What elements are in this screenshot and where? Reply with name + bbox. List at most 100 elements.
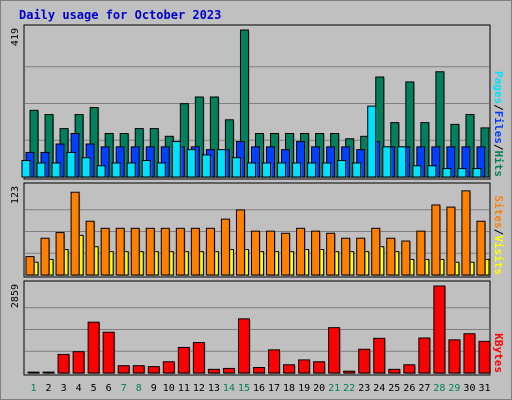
bar-pages-day-17	[262, 162, 272, 178]
x-tick-label: 9	[151, 383, 157, 394]
x-tick-label: 11	[178, 383, 190, 394]
bar-pages-day-31	[472, 168, 482, 178]
bar-sites-day-24	[371, 227, 381, 276]
bar-sites-day-21	[326, 232, 336, 276]
bar-sites-day-18	[281, 232, 291, 276]
legend-item-sites: Sites	[492, 196, 505, 229]
x-tick-label: 5	[91, 383, 97, 394]
x-tick-label: 23	[358, 383, 370, 394]
bar-pages-day-27	[412, 165, 422, 178]
bar-kbytes-day-13	[207, 368, 220, 374]
bar-kbytes-day-25	[388, 368, 401, 374]
x-tick-label: 13	[208, 383, 220, 394]
bar-kbytes-day-23	[358, 348, 371, 374]
bar-kbytes-day-31	[478, 340, 491, 374]
x-tick-label: 28	[433, 383, 445, 394]
bar-sites-day-17	[266, 230, 276, 276]
legend-separator: /	[492, 144, 505, 151]
bar-kbytes-day-24	[373, 337, 386, 374]
bar-kbytes-day-6	[102, 331, 115, 374]
bar-kbytes-day-7	[117, 365, 130, 374]
x-tick-label: 20	[313, 383, 325, 394]
bar-sites-day-16	[250, 230, 260, 276]
bar-pages-day-19	[292, 162, 302, 178]
bar-pages-day-30	[457, 168, 467, 178]
y-max-label: 123	[10, 186, 21, 204]
bar-kbytes-day-17	[268, 349, 281, 374]
bar-pages-day-14	[216, 149, 226, 178]
bar-pages-day-4	[66, 151, 76, 178]
x-tick-label: 3	[61, 383, 67, 394]
bar-pages-day-29	[442, 168, 452, 178]
bar-kbytes-day-18	[283, 364, 296, 374]
bar-pages-day-3	[51, 162, 61, 178]
bar-sites-day-25	[386, 237, 396, 276]
legend-hits-files-pages: Pages/Files/Hits	[492, 71, 505, 177]
bar-pages-day-10	[156, 162, 166, 178]
x-tick-label: 10	[163, 383, 175, 394]
bar-pages-day-9	[141, 160, 151, 178]
bar-pages-day-2	[36, 162, 46, 178]
x-tick-label: 19	[298, 383, 310, 394]
x-tick-label: 29	[448, 383, 460, 394]
y-max-label: 2859	[10, 284, 21, 308]
bar-kbytes-day-22	[343, 370, 356, 374]
x-tick-label: 30	[463, 383, 475, 394]
bar-kbytes-day-26	[403, 364, 416, 374]
bar-pages-day-28	[427, 165, 437, 178]
x-tick-label: 18	[283, 383, 295, 394]
bar-pages-day-15	[231, 157, 241, 178]
bar-kbytes-day-9	[147, 366, 160, 374]
panel-kbytes	[23, 280, 491, 376]
bar-pages-day-24	[367, 105, 377, 178]
bar-kbytes-day-30	[463, 333, 476, 374]
bar-sites-day-13	[205, 227, 215, 276]
bar-pages-day-21	[322, 162, 332, 178]
y-max-label: 419	[10, 28, 21, 46]
bar-kbytes-day-11	[177, 346, 190, 374]
bar-pages-day-8	[126, 162, 136, 178]
bar-sites-day-1	[25, 256, 35, 276]
bar-sites-day-4	[70, 191, 80, 276]
bar-pages-day-7	[111, 162, 121, 178]
x-tick-label: 25	[388, 383, 400, 394]
bar-shadow	[44, 373, 56, 374]
bar-kbytes-day-21	[328, 327, 341, 374]
bar-sites-day-7	[115, 227, 125, 276]
bar-kbytes-day-16	[252, 367, 265, 374]
bar-pages-day-20	[307, 162, 317, 178]
legend-kbytes: KBytes	[492, 333, 505, 373]
bar-sites-day-15	[235, 209, 245, 276]
bar-kbytes-day-3	[57, 353, 70, 374]
bar-sites-day-22	[341, 237, 351, 276]
bar-pages-day-6	[96, 165, 106, 178]
bar-sites-day-19	[296, 227, 306, 276]
x-tick-label: 7	[121, 383, 127, 394]
bar-pages-day-16	[246, 162, 256, 178]
bar-sites-day-2	[40, 237, 50, 276]
bar-kbytes-day-15	[237, 318, 250, 374]
bar-pages-day-25	[382, 146, 392, 178]
x-tick-label: 26	[403, 383, 415, 394]
bar-kbytes-day-4	[72, 351, 85, 374]
bar-pages-day-26	[397, 146, 407, 178]
bar-sites-day-31	[476, 220, 486, 276]
legend-separator: /	[492, 229, 505, 236]
legend-item-files: Files	[492, 111, 505, 144]
bar-sites-day-20	[311, 230, 321, 276]
bar-kbytes-day-14	[222, 367, 235, 374]
bar-pages-day-1	[21, 160, 31, 178]
bar-kbytes-day-28	[433, 285, 446, 374]
legend-visits-sites: Sites/Visits	[492, 196, 505, 276]
x-tick-label: 17	[268, 383, 280, 394]
x-tick-label: 4	[76, 383, 82, 394]
bar-kbytes-day-27	[418, 337, 431, 374]
bar-sites-day-28	[431, 204, 441, 276]
bar-sites-day-29	[446, 206, 456, 276]
bar-sites-day-5	[85, 220, 95, 276]
bar-kbytes-day-5	[87, 321, 100, 374]
bar-sites-day-23	[356, 237, 366, 276]
bar-kbytes-day-1	[27, 371, 40, 374]
bar-kbytes-day-8	[132, 365, 145, 374]
